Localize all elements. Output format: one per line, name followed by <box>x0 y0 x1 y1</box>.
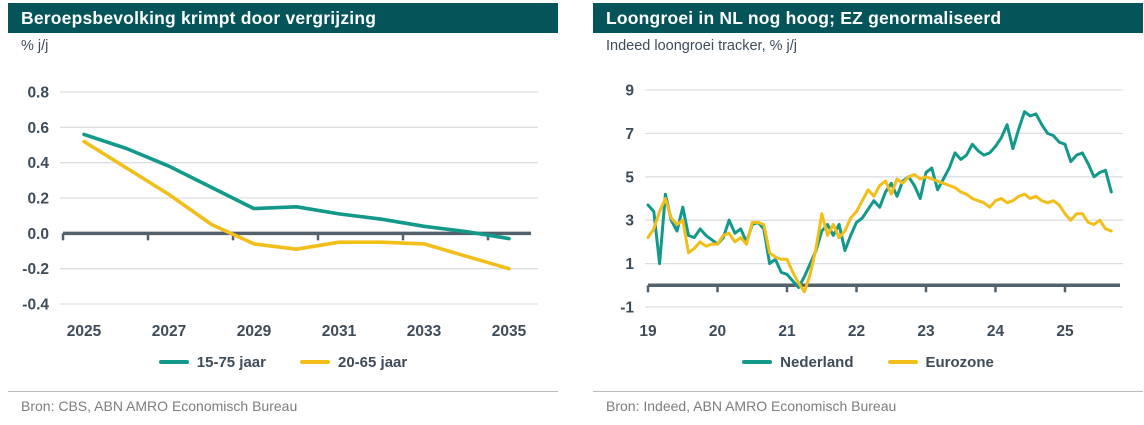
legend-swatch-line <box>742 360 773 364</box>
chart-title: Loongroei in NL nog hoog; EZ genormalise… <box>606 8 1002 28</box>
y-tick-label: 0.8 <box>27 85 49 102</box>
page: Beroepsbevolking krimpt door vergrijzing… <box>8 3 1143 414</box>
series-line-nederland <box>646 110 1113 289</box>
x-tick-label: 25 <box>1056 323 1074 340</box>
legend-label: 20-65 jaar <box>338 353 408 371</box>
y-tick-label: 7 <box>625 126 634 143</box>
chart-title-bar: Loongroei in NL nog hoog; EZ genormalise… <box>593 3 1143 33</box>
chart-legend: 15-75 jaar 20-65 jaar <box>8 352 558 372</box>
y-tick-label: -0.4 <box>22 297 49 314</box>
chart-subtitle: Indeed loongroei tracker, % j/j <box>606 38 798 54</box>
source-text: Bron: CBS, ABN AMRO Economisch Bureau <box>21 398 298 414</box>
y-tick-label: 0.4 <box>27 155 49 172</box>
legend-item: 20-65 jaar <box>300 354 407 371</box>
chart-panel-loongroei: Loongroei in NL nog hoog; EZ genormalise… <box>593 3 1143 414</box>
series-line-20-65-jaar <box>82 139 511 271</box>
chart-canvas: 0.8 0.6 0.4 0.2 0.0 -0.2 -0.4 2025 2027 2029 2031 2… <box>22 85 538 340</box>
divider-line <box>593 391 1143 392</box>
chart-panel-beroepsbevolking: Beroepsbevolking krimpt door vergrijzing… <box>8 3 558 414</box>
x-tick-label: 19 <box>639 323 657 340</box>
legend-item: Eurozone <box>887 353 994 371</box>
chart-subtitle: % j/j <box>21 38 49 54</box>
y-tick-label: 1 <box>625 256 634 273</box>
x-tick-label: 2029 <box>237 323 272 340</box>
legend-item: 15-75 jaar <box>158 353 266 371</box>
y-tick-label: 9 <box>625 83 634 100</box>
x-tick-label: 21 <box>778 323 796 340</box>
x-tick-label: 2025 <box>67 323 102 340</box>
y-tick-label: 0.2 <box>27 191 49 208</box>
x-tick-label: 2027 <box>152 323 186 340</box>
chart-title: Beroepsbevolking krimpt door vergrijzing <box>21 8 377 28</box>
source-text: Bron: Indeed, ABN AMRO Economisch Bureau <box>606 398 897 414</box>
chart-canvas: 9 7 5 3 1 -1 19 20 21 22 23 24 25 <box>620 83 1123 340</box>
y-tick-label: 0.6 <box>27 120 49 137</box>
series-line-15-75-jaar <box>82 132 511 241</box>
legend-swatch-line <box>158 360 189 364</box>
x-tick-label: 2031 <box>322 323 357 340</box>
legend-label: 15-75 jaar <box>196 353 266 371</box>
y-tick-label: -0.2 <box>22 261 49 278</box>
x-tick-label: 22 <box>848 323 865 340</box>
x-tick-label: 2033 <box>407 323 442 340</box>
x-tick-label: 2035 <box>492 323 527 340</box>
x-tick-label: 23 <box>917 323 935 340</box>
chart-legend: Nederland Eurozone <box>593 352 1143 372</box>
y-tick-label: 5 <box>625 169 634 186</box>
y-tick-label: 0.0 <box>27 226 49 243</box>
chart-title-bar: Beroepsbevolking krimpt door vergrijzing <box>8 3 558 33</box>
legend-swatch-line <box>300 360 330 364</box>
divider-line <box>8 391 558 392</box>
legend-label: Nederland <box>780 353 854 371</box>
x-tick-label: 24 <box>987 323 1005 340</box>
y-tick-label: 3 <box>625 213 634 230</box>
legend-swatch-line <box>887 360 918 364</box>
series-line-eurozone <box>646 173 1113 294</box>
y-tick-label: -1 <box>620 300 634 317</box>
x-tick-label: 20 <box>709 323 726 340</box>
legend-item: Nederland <box>742 353 854 371</box>
legend-label: Eurozone <box>925 353 994 371</box>
